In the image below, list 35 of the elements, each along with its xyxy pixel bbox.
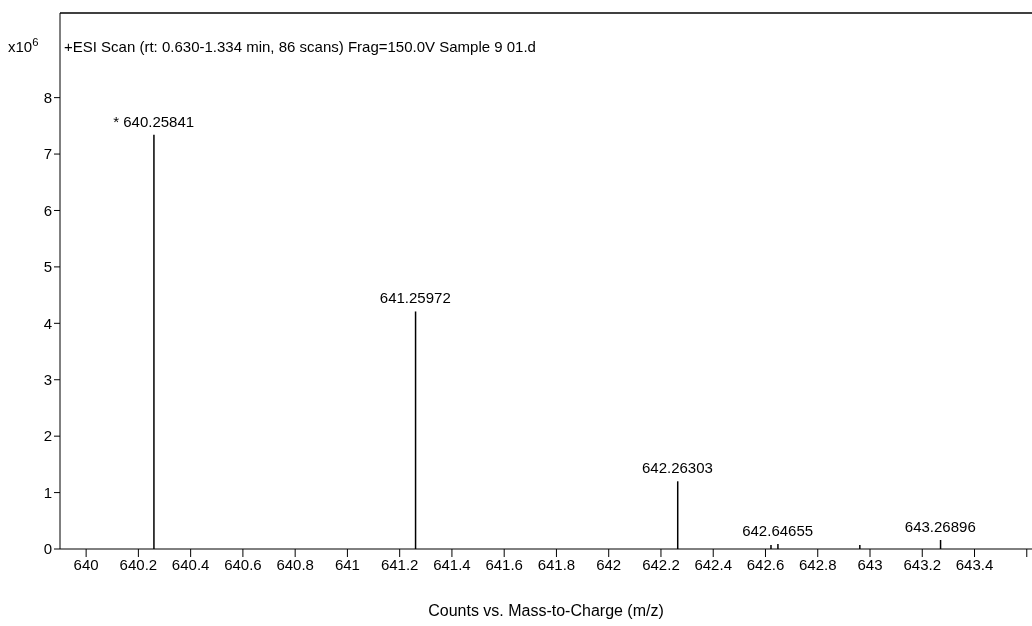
y-axis-title: x10$^{6}$ [8, 36, 39, 55]
x-axis-title: Counts vs. Mass-to-Charge (m/z) [428, 602, 664, 619]
x-tick-label: 642 [596, 555, 622, 573]
x-tick-label: 641.2 [380, 555, 419, 573]
x-tick-label: 642.2 [642, 555, 680, 573]
x-tick-label: 640.6 [224, 555, 262, 573]
y-tick-label: 5 [43, 258, 52, 276]
y-tick-label: 0 [43, 540, 52, 558]
y-tick-label: 6 [43, 201, 52, 219]
x-tick-label: 642.6 [746, 555, 785, 573]
annotation: 643.26896 [904, 517, 976, 535]
annotation: 642.26303 [641, 459, 713, 477]
x-tick-label: 640 [73, 555, 99, 573]
x-tick-label: 642.4 [694, 555, 732, 573]
y-tick-label: 8 [43, 88, 52, 106]
y-tick-label: 2 [43, 427, 52, 445]
x-tick-label: 640.8 [276, 555, 314, 573]
x-tick-label: 640.2 [119, 555, 158, 573]
x-tick-label: 643.2 [903, 555, 942, 573]
x-tick-label: 643 [857, 555, 883, 573]
y-tick-label: 7 [43, 145, 52, 163]
text: +ESI Scan (rt: 0.630-1.334 min, 86 scans) Frag=150.0V Sample 9 01.d [64, 38, 536, 55]
x-tick-label: 642.8 [798, 555, 837, 573]
annotation: 641.25972 [379, 289, 451, 307]
x-tick-label: 641.6 [485, 555, 523, 573]
x-tick-label: 641.8 [537, 555, 576, 573]
y-tick-label: 1 [43, 483, 52, 501]
annotation: * 640.25841 [113, 112, 195, 130]
x-tick-label: 640.4 [171, 555, 210, 573]
x-tick-label: 641 [334, 555, 360, 573]
x-tick-label: 641.4 [433, 555, 471, 573]
y-tick-label: 4 [43, 314, 52, 332]
x-tick-label: 643.4 [955, 555, 994, 573]
y-tick-label: 3 [43, 371, 52, 389]
annotation: 642.64655 [742, 521, 814, 539]
